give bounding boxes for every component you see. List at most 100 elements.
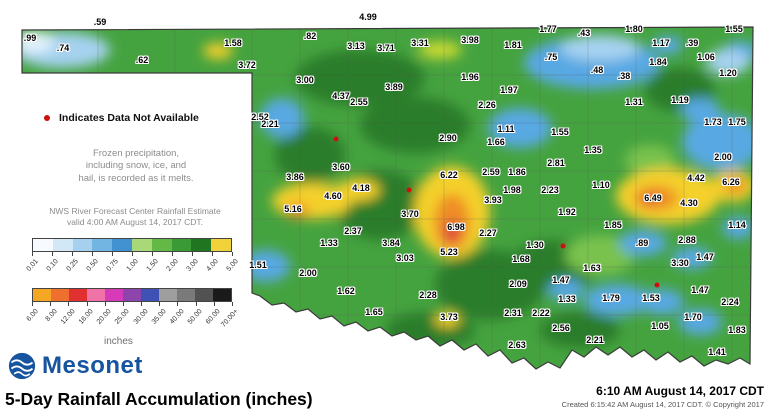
station-rainfall-value: 1.86 (508, 167, 526, 177)
legend-color-segment (171, 239, 192, 251)
station-rainfall-value: 1.58 (224, 38, 242, 48)
legend-color-segment (151, 239, 172, 251)
station-rainfall-value: 2.31 (504, 308, 522, 318)
legend-tick (122, 302, 124, 306)
station-rainfall-value: 1.77 (539, 24, 557, 34)
legend-tick (172, 252, 173, 256)
legend-tick-label: 30.00 (132, 308, 150, 326)
station-rainfall-value: 3.30 (671, 258, 689, 268)
station-rainfall-value: .99 (23, 33, 37, 43)
legend-color-segment (211, 239, 231, 251)
station-rainfall-value: 1.63 (583, 263, 601, 273)
page-title: 5-Day Rainfall Accumulation (inches) (5, 389, 313, 409)
station-rainfall-value: 1.19 (671, 95, 689, 105)
station-rainfall-value: 1.30 (526, 240, 544, 250)
station-rainfall-value: 1.79 (602, 293, 620, 303)
legend-tick-label: 35.00 (150, 308, 168, 326)
station-rainfall-value: 1.06 (697, 52, 715, 62)
legend-color-segment (195, 289, 213, 301)
station-rainfall-value: 4.37 (332, 91, 350, 101)
station-rainfall-value: 4.18 (352, 183, 370, 193)
not-available-label: Indicates Data Not Available (59, 112, 199, 124)
legend-tick (192, 252, 193, 256)
station-rainfall-value: 1.47 (691, 285, 709, 295)
station-rainfall-value: 2.00 (299, 268, 317, 278)
legend-tick-label: 3.00 (185, 258, 201, 273)
station-rainfall-value: 1.10 (592, 180, 610, 190)
station-rainfall-value: 3.93 (484, 195, 502, 205)
station-rainfall-value: 4.99 (359, 12, 377, 22)
legend-color-segment (213, 289, 231, 301)
station-rainfall-value: 3.73 (440, 312, 458, 322)
legend-color-segment (112, 239, 132, 251)
legend-color-segment (123, 289, 141, 301)
station-rainfall-value: 2.59 (482, 167, 500, 177)
legend-color-segment (92, 239, 113, 251)
legend-color-segment (33, 289, 51, 301)
legend-tick-label: 20.00 (96, 308, 113, 326)
red-dot-icon (44, 115, 50, 121)
legend-tick (86, 302, 88, 306)
station-rainfall-value: 4.60 (324, 191, 342, 201)
station-rainfall-value: 1.70 (684, 312, 702, 322)
valid-timestamp: 6:10 AM August 14, 2017 CDT (596, 384, 764, 398)
station-rainfall-value: .59 (93, 17, 107, 27)
station-rainfall-value: .48 (590, 65, 604, 75)
legend-color-segment (87, 289, 105, 301)
legend-color-segment (52, 239, 73, 251)
legend-tick (52, 252, 53, 256)
station-rainfall-value: 2.28 (419, 290, 437, 300)
data-not-available-dot (406, 187, 412, 193)
station-rainfall-value: 1.66 (487, 137, 505, 147)
station-rainfall-value: 1.98 (503, 185, 521, 195)
station-rainfall-value: 1.47 (552, 275, 570, 285)
legend-tick (68, 302, 70, 306)
legend-tick-label: 0.75 (105, 258, 121, 273)
station-rainfall-value: 1.62 (337, 286, 355, 296)
station-rainfall-value: 3.31 (411, 38, 429, 48)
station-rainfall-value: 6.22 (440, 170, 458, 180)
station-rainfall-value: 2.63 (508, 340, 526, 350)
legend-color-segment (191, 239, 212, 251)
legend-tick (213, 302, 215, 306)
station-rainfall-value: 1.33 (320, 238, 338, 248)
legend-color-segment (105, 289, 123, 301)
station-rainfall-value: 1.35 (584, 145, 602, 155)
station-rainfall-value: 3.00 (296, 75, 314, 85)
legend-tick-label: 25.00 (114, 308, 132, 326)
station-rainfall-value: 1.33 (558, 294, 576, 304)
station-rainfall-value: 1.47 (696, 252, 714, 262)
station-rainfall-value: 3.89 (385, 82, 403, 92)
station-rainfall-value: 1.68 (512, 254, 530, 264)
station-rainfall-value: 1.80 (625, 24, 643, 34)
legend-tick (72, 252, 73, 256)
station-rainfall-value: 2.09 (509, 279, 527, 289)
station-rainfall-value: 1.97 (500, 85, 518, 95)
legend-color-segment (33, 239, 53, 251)
station-rainfall-value: 2.24 (721, 297, 739, 307)
frozen-precip-note: Frozen precipitation, including snow, ic… (78, 148, 194, 184)
legend-color-segment (69, 289, 87, 301)
station-rainfall-value: .74 (56, 43, 70, 53)
station-rainfall-value: 2.21 (586, 335, 604, 345)
legend-tick-label: 8.00 (44, 308, 59, 323)
legend-tick (132, 252, 133, 256)
station-rainfall-value: 2.26 (478, 100, 496, 110)
station-rainfall-value: 1.92 (558, 207, 576, 217)
station-rainfall-value: 1.51 (249, 260, 267, 270)
not-available-legend: Indicates Data Not Available (44, 112, 199, 124)
legend-tick (195, 302, 197, 306)
station-rainfall-value: 2.22 (532, 308, 550, 318)
station-rainfall-value: 2.55 (350, 97, 368, 107)
legend-tick (159, 302, 161, 306)
mesonet-logo-text: Mesonet (42, 352, 143, 379)
legend-tick-label: 1.00 (125, 258, 141, 273)
legend-color-segment (177, 289, 195, 301)
units-label: inches (104, 336, 133, 347)
station-rainfall-value: 3.70 (401, 209, 419, 219)
legend-tick-label: 50.00 (186, 308, 204, 326)
station-rainfall-value: 3.72 (238, 60, 256, 70)
legend-tick-label: 40.00 (168, 308, 186, 326)
station-rainfall-value: 1.55 (725, 24, 743, 34)
